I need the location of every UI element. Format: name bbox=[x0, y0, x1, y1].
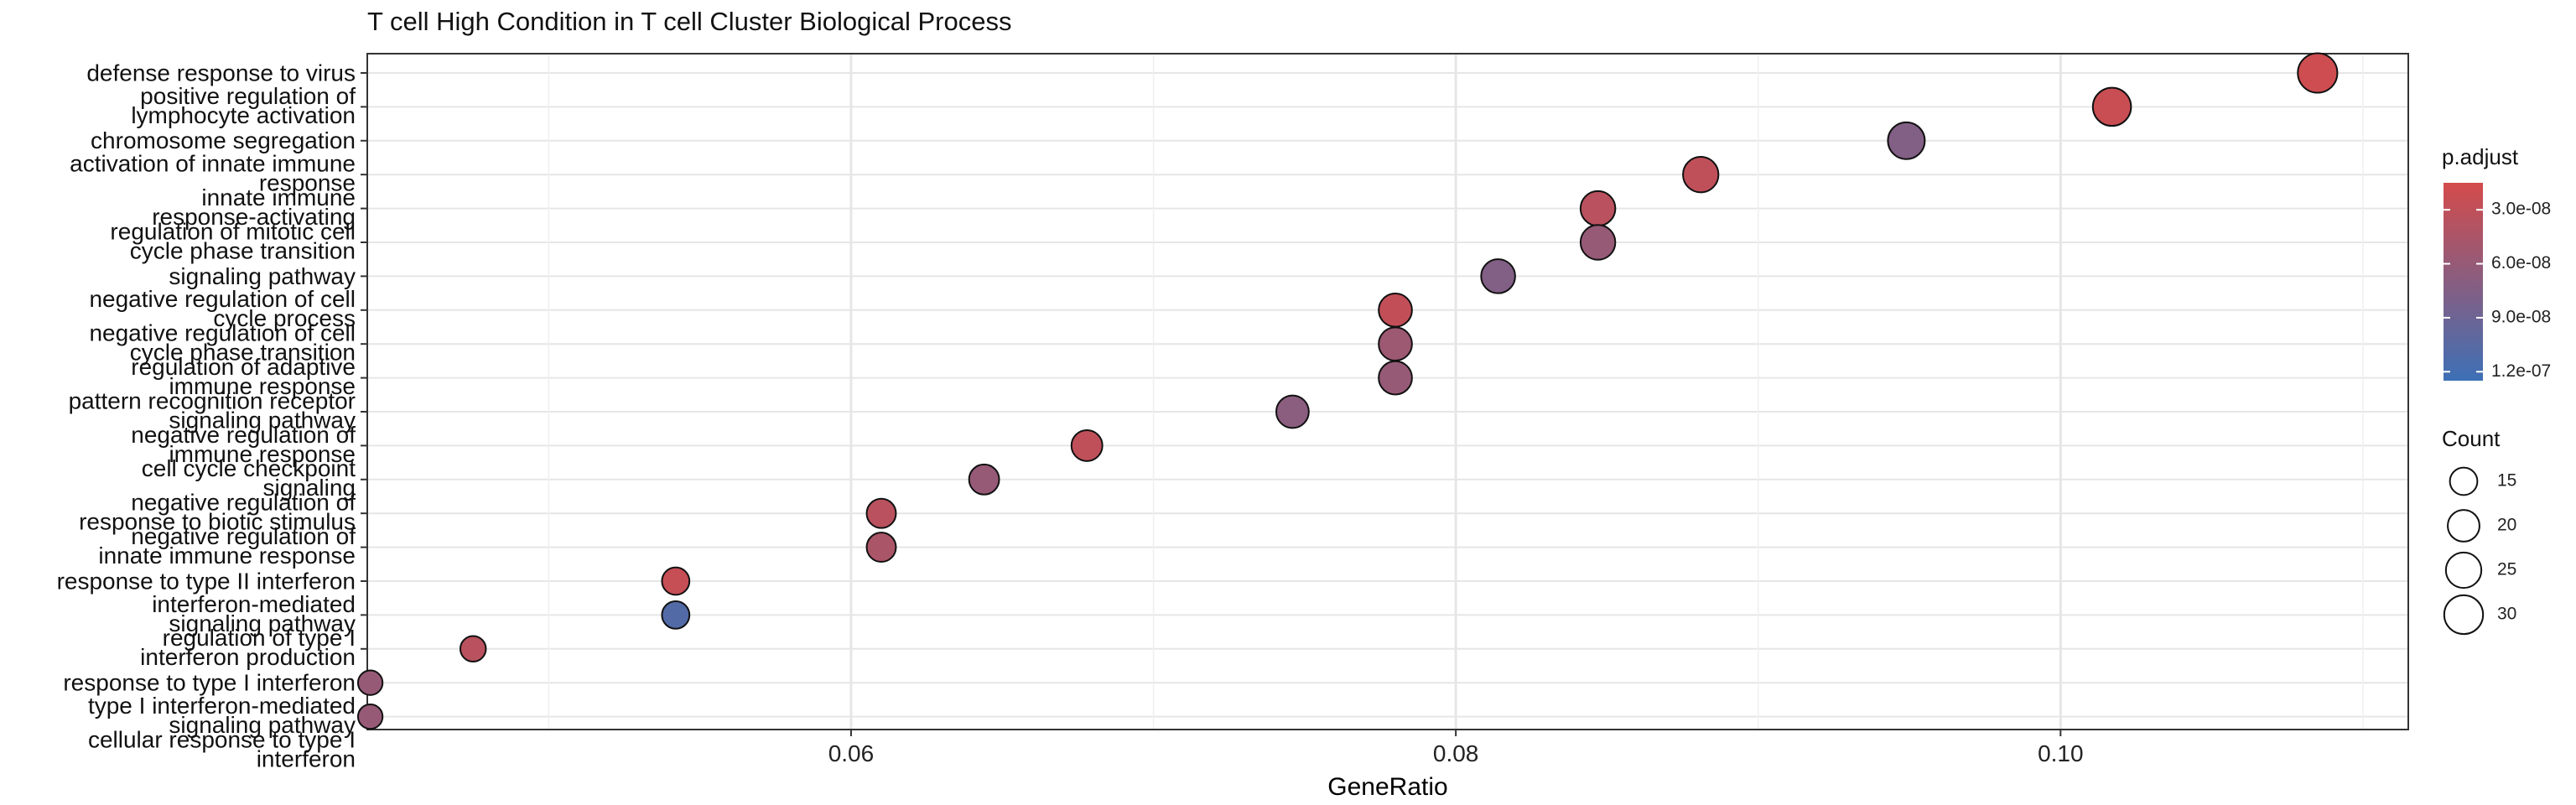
colorbar-tick-label: 3.0e-08 bbox=[2491, 200, 2551, 219]
size-legend-label: 30 bbox=[2497, 605, 2516, 624]
x-axis-label: GeneRatio bbox=[1327, 773, 1447, 801]
y-tick-label: cycle process bbox=[213, 305, 356, 331]
size-legend-circle bbox=[2449, 466, 2479, 496]
data-point bbox=[356, 703, 384, 730]
y-tick-label: positive regulation of bbox=[140, 83, 356, 109]
y-tick-label: cellular response to type I bbox=[88, 726, 356, 752]
data-point bbox=[661, 600, 691, 630]
y-tick-label: interferon production bbox=[140, 644, 356, 670]
y-tick-label: response bbox=[259, 170, 356, 196]
size-legend-circle bbox=[2447, 509, 2480, 543]
y-tick-label: negative regulation of bbox=[131, 422, 356, 448]
data-points bbox=[356, 52, 2339, 730]
size-legend-circle bbox=[2444, 551, 2483, 589]
data-point bbox=[865, 497, 897, 529]
data-point bbox=[1579, 224, 1617, 261]
y-tick-label: regulation of adaptive bbox=[131, 354, 356, 380]
data-point bbox=[1480, 258, 1516, 294]
y-tick-label: immune response bbox=[169, 373, 356, 399]
data-point bbox=[2091, 86, 2132, 127]
x-axis: 0.06 0.08 0.10 bbox=[828, 730, 2084, 766]
y-tick-label: immune response bbox=[169, 441, 356, 467]
size-legend-label: 15 bbox=[2497, 471, 2516, 491]
y-tick-label: signaling bbox=[262, 475, 356, 501]
y-tick-label: regulation of mitotic cell bbox=[110, 218, 356, 244]
data-point bbox=[1275, 394, 1310, 429]
y-tick-label: negative regulation of cell bbox=[89, 320, 356, 346]
y-tick-label: defense response to virus bbox=[86, 60, 356, 86]
y-tick-label: interferon bbox=[257, 745, 356, 771]
y-tick-label: innate immune bbox=[201, 184, 356, 210]
y-tick-label: negative regulation of cell bbox=[89, 286, 356, 312]
y-tick-label: regulation of type I bbox=[163, 625, 356, 651]
colorbar-tick-label: 6.0e-08 bbox=[2491, 253, 2551, 273]
plot-panel-border bbox=[366, 53, 2409, 730]
data-point bbox=[968, 463, 1000, 496]
y-tick-label: signaling pathway bbox=[169, 712, 356, 738]
y-tick-label: response to type II interferon bbox=[57, 568, 356, 594]
size-legend-circle bbox=[2443, 594, 2485, 636]
y-tick-label: pattern recognition receptor bbox=[69, 387, 356, 413]
data-point bbox=[1887, 121, 1926, 160]
y-tick-label: interferon-mediated bbox=[152, 591, 356, 617]
y-tick-label: signaling pathway bbox=[169, 407, 356, 433]
count-legend-title: Count bbox=[2442, 426, 2501, 451]
data-point bbox=[865, 532, 897, 564]
data-point bbox=[1579, 190, 1617, 227]
size-legend-label: 20 bbox=[2497, 516, 2516, 535]
y-tick-label: lymphocyte activation bbox=[131, 102, 356, 128]
data-point bbox=[1378, 326, 1413, 362]
data-point bbox=[661, 566, 691, 596]
y-tick-label: response-activating bbox=[152, 204, 356, 230]
data-point bbox=[356, 669, 384, 696]
data-point bbox=[459, 635, 487, 663]
x-tick-label: 0.06 bbox=[828, 740, 875, 766]
y-tick-label: negative regulation of bbox=[131, 523, 356, 549]
data-point bbox=[1378, 292, 1413, 328]
y-tick-label: negative regulation of bbox=[131, 490, 356, 516]
p-adjust-colorbar bbox=[2444, 183, 2483, 381]
data-point bbox=[2297, 52, 2339, 94]
size-legend-label: 25 bbox=[2497, 560, 2516, 579]
y-tick-label: activation of innate immune bbox=[70, 151, 356, 177]
colorbar-tick-label: 1.2e-07 bbox=[2491, 361, 2551, 381]
data-point bbox=[1378, 360, 1413, 396]
p-adjust-legend-title: p.adjust bbox=[2442, 144, 2519, 169]
colorbar-tick-label: 9.0e-08 bbox=[2491, 307, 2551, 326]
y-tick-label: response to biotic stimulus bbox=[79, 509, 356, 535]
count-legend: 15 20 25 30 bbox=[2443, 466, 2516, 636]
p-adjust-legend: 3.0e-08 6.0e-08 9.0e-08 1.2e-07 bbox=[2444, 183, 2551, 381]
chart-title: T cell High Condition in T cell Cluster … bbox=[367, 7, 1012, 36]
y-tick-label: cycle phase transition bbox=[130, 237, 356, 263]
y-tick-label: innate immune response bbox=[98, 543, 356, 569]
y-tick-label: signaling pathway bbox=[169, 610, 356, 636]
y-tick-label: cycle phase transition bbox=[130, 340, 356, 366]
y-tick-label: signaling pathway bbox=[169, 263, 356, 289]
x-tick-label: 0.10 bbox=[2038, 740, 2084, 766]
y-tick-label: cell cycle checkpoint bbox=[142, 455, 356, 481]
y-tick-label: type I interferon-mediated bbox=[88, 693, 356, 719]
data-point bbox=[1682, 156, 1720, 194]
x-tick-label: 0.08 bbox=[1433, 740, 1479, 766]
data-point bbox=[1070, 428, 1104, 462]
y-tick-label: response to type I interferon bbox=[63, 670, 356, 696]
y-tick-label: chromosome segregation bbox=[91, 127, 356, 153]
